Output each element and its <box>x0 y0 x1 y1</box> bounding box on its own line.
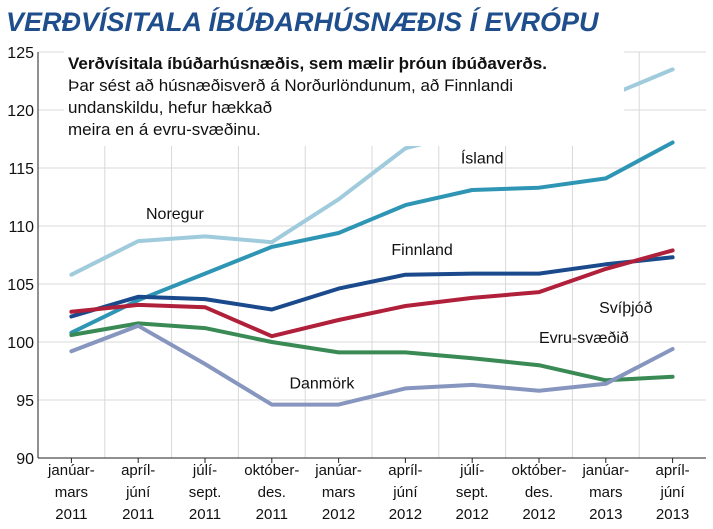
subtitle-background <box>64 50 624 146</box>
x-tick-label: 2012 <box>322 506 355 523</box>
y-tick-label: 90 <box>16 451 34 468</box>
series-label-5: Evru-svæðið <box>539 330 629 347</box>
series-label-2: Ísland <box>461 148 504 167</box>
x-tick-label: apríl- <box>388 462 422 479</box>
series-line-6 <box>69 323 675 407</box>
y-axis-ticks: 90 95 100 105 110 115 120 125 <box>7 45 34 468</box>
x-tick-label: mars <box>589 484 622 501</box>
chart-subtitle-bold: Verðvísitala íbúðarhúsnæðis, sem mælir þ… <box>68 54 547 73</box>
x-tick-label: 2011 <box>55 506 87 523</box>
chart-subtitle-line-2: undanskildu, hefur hækkað <box>68 98 272 117</box>
y-tick-label: 105 <box>7 277 34 294</box>
y-tick-label: 125 <box>7 45 34 62</box>
x-tick-label: sept. <box>456 484 489 501</box>
x-tick-label: 2013 <box>656 506 689 523</box>
x-tick-label: janúar- <box>581 462 629 479</box>
x-tick-label: apríl- <box>656 462 690 479</box>
x-tick-label: júní <box>125 484 151 501</box>
series-labels: Noregur Ísland Finnland Svíþjóð Evru-svæðið D… <box>146 148 653 392</box>
x-tick-label: mars <box>55 484 88 501</box>
x-axis-ticks: janúar-mars 2011 apríl-júní 2011 júlí-sept. 2… <box>47 458 690 523</box>
x-tick-label: júní <box>660 484 686 501</box>
x-tick-label: júní <box>392 484 418 501</box>
series-label-3: Finnland <box>391 242 452 259</box>
series-line-5 <box>69 321 675 383</box>
x-tick-label: 2011 <box>122 506 154 523</box>
chart-subtitle-line-3: meira en á evru-svæðinu. <box>68 120 261 139</box>
x-tick-label: júlí- <box>459 462 484 479</box>
x-tick-label: janúar- <box>314 462 362 479</box>
y-tick-label: 110 <box>8 219 34 236</box>
y-tick-label: 95 <box>16 393 34 410</box>
x-tick-label: 2012 <box>389 506 422 523</box>
series-line-4 <box>69 248 675 339</box>
x-tick-label: des. <box>525 484 553 501</box>
x-tick-label: júlí- <box>192 462 217 479</box>
series-label-6: Danmörk <box>289 375 355 392</box>
x-tick-label: des. <box>258 484 286 501</box>
x-tick-label: 2012 <box>522 506 555 523</box>
series-label-1: Noregur <box>146 206 204 223</box>
series-line-2 <box>69 140 675 335</box>
x-tick-label: apríl- <box>121 462 155 479</box>
x-tick-label: 2011 <box>256 506 288 523</box>
x-tick-label: janúar- <box>47 462 95 479</box>
x-tick-label: 2011 <box>189 506 221 523</box>
x-tick-label: október- <box>511 462 566 479</box>
x-tick-label: sept. <box>189 484 222 501</box>
chart-subtitle-line-1: Þar sést að húsnæðisverð á Norðurlöndunu… <box>68 76 513 95</box>
series-line-3 <box>69 255 675 319</box>
series-label-4: Svíþjóð <box>599 300 652 317</box>
y-tick-label: 115 <box>8 161 34 178</box>
x-tick-label: mars <box>322 484 355 501</box>
chart-title: VERÐVÍSITALA ÍBÚÐARHÚSNÆÐIS Í EVRÓPU <box>6 6 600 37</box>
y-tick-label: 100 <box>7 335 34 352</box>
x-tick-label: október- <box>244 462 299 479</box>
x-tick-label: 2012 <box>456 506 489 523</box>
x-tick-label: 2013 <box>589 506 622 523</box>
y-tick-label: 120 <box>7 103 34 120</box>
